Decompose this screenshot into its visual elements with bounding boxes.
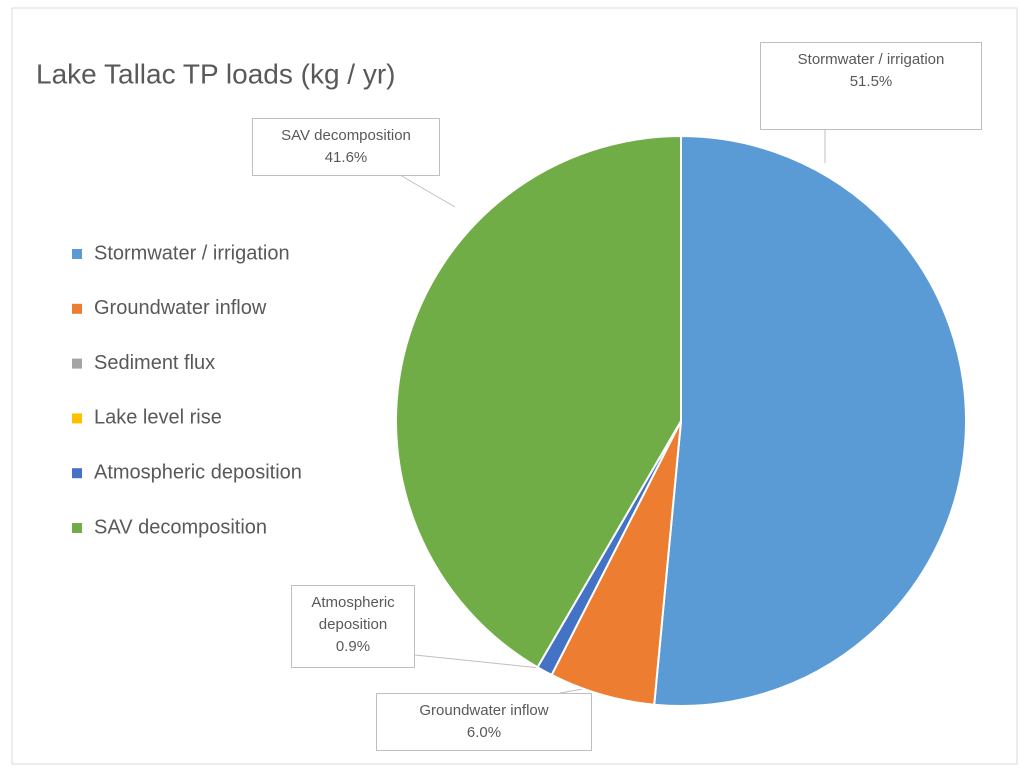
pie-slice bbox=[653, 134, 968, 707]
data-label: Atmospheric deposition 0.9% bbox=[291, 585, 415, 668]
data-label: Groundwater inflow 6.0% bbox=[376, 693, 592, 751]
data-label: Stormwater / irrigation 51.5% bbox=[760, 42, 982, 130]
legend-swatch bbox=[72, 303, 82, 314]
data-label-name: Groundwater inflow bbox=[419, 702, 549, 719]
legend-label: Lake level rise bbox=[94, 407, 222, 429]
data-label-name: Atmospheric deposition bbox=[311, 594, 395, 633]
legend-swatch bbox=[72, 468, 82, 479]
data-label-name: SAV decomposition bbox=[281, 127, 411, 144]
data-label: SAV decomposition 41.6% bbox=[252, 118, 440, 176]
data-label-name: Stormwater / irrigation bbox=[797, 51, 945, 68]
leader-line bbox=[414, 654, 541, 669]
pie-slice bbox=[395, 134, 682, 669]
legend-swatch bbox=[72, 413, 82, 424]
legend-label: Groundwater inflow bbox=[94, 297, 267, 319]
data-label-value: 41.6% bbox=[324, 149, 368, 166]
legend-swatch bbox=[72, 523, 82, 533]
chart-title: Lake Tallac TP loads (kg / yr) bbox=[36, 58, 396, 89]
legend-label: Sediment flux bbox=[94, 352, 215, 374]
data-label-value: 0.9% bbox=[335, 638, 371, 655]
legend-label: SAV decomposition bbox=[94, 516, 267, 538]
data-label-value: 51.5% bbox=[849, 73, 893, 90]
legend-label: Atmospheric deposition bbox=[94, 461, 302, 483]
legend-swatch bbox=[72, 249, 82, 259]
legend-swatch bbox=[72, 358, 82, 369]
leader-line bbox=[399, 174, 456, 208]
legend-label: Stormwater / irrigation bbox=[94, 242, 290, 264]
data-label-value: 6.0% bbox=[466, 724, 502, 741]
